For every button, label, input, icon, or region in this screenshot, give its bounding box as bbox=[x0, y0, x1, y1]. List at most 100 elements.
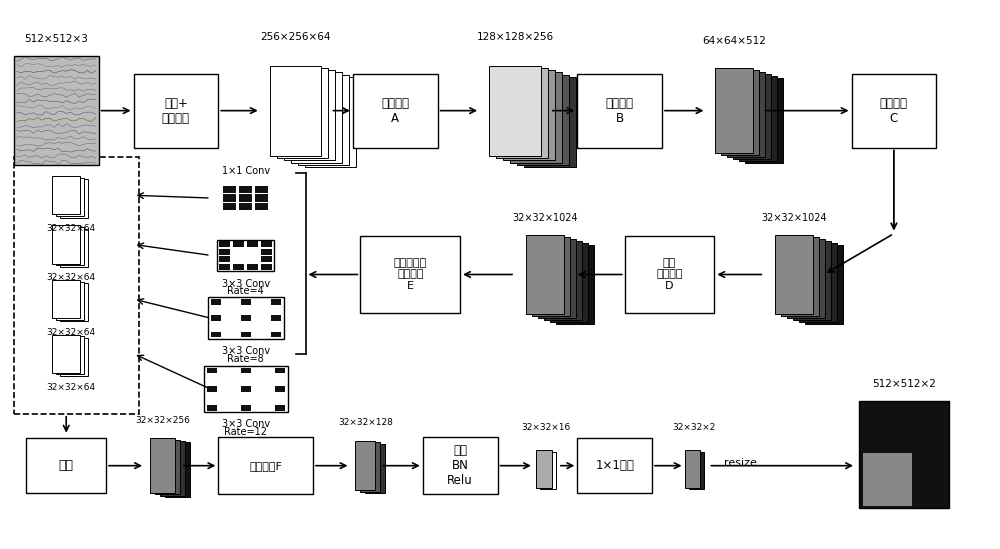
Text: Rate=12: Rate=12 bbox=[224, 427, 267, 437]
Text: 1×1卷积: 1×1卷积 bbox=[595, 459, 634, 472]
Text: 512×512×3: 512×512×3 bbox=[24, 34, 88, 44]
FancyBboxPatch shape bbox=[56, 282, 84, 320]
FancyBboxPatch shape bbox=[305, 77, 356, 167]
Bar bbox=[275, 368, 285, 373]
FancyBboxPatch shape bbox=[218, 437, 313, 494]
Bar bbox=[241, 332, 251, 337]
FancyBboxPatch shape bbox=[160, 441, 185, 496]
Text: 卷积
BN
Relu: 卷积 BN Relu bbox=[447, 444, 473, 487]
Text: 残差模块
C: 残差模块 C bbox=[880, 97, 908, 125]
Text: 3×3 Conv: 3×3 Conv bbox=[222, 346, 270, 356]
Bar bbox=[207, 405, 217, 411]
Text: 卷积+
最大池化: 卷积+ 最大池化 bbox=[162, 97, 190, 125]
Bar bbox=[208, 298, 284, 339]
FancyBboxPatch shape bbox=[60, 228, 88, 267]
FancyBboxPatch shape bbox=[685, 450, 700, 488]
FancyBboxPatch shape bbox=[155, 440, 180, 494]
Bar bbox=[211, 332, 221, 337]
Bar bbox=[241, 405, 251, 411]
FancyBboxPatch shape bbox=[60, 180, 88, 218]
FancyBboxPatch shape bbox=[538, 239, 576, 318]
Text: Rate=8: Rate=8 bbox=[227, 354, 264, 363]
FancyBboxPatch shape bbox=[799, 243, 837, 322]
FancyBboxPatch shape bbox=[510, 72, 562, 163]
FancyBboxPatch shape bbox=[360, 236, 460, 313]
Text: 残差模块F: 残差模块F bbox=[249, 461, 282, 470]
FancyBboxPatch shape bbox=[56, 178, 84, 216]
FancyBboxPatch shape bbox=[526, 235, 564, 314]
Bar bbox=[241, 368, 251, 373]
Text: 多尺度空洞
卷积模块
E: 多尺度空洞 卷积模块 E bbox=[394, 258, 427, 291]
Bar bbox=[223, 203, 236, 210]
FancyBboxPatch shape bbox=[277, 68, 328, 158]
Bar bbox=[255, 194, 268, 201]
Text: 合并: 合并 bbox=[59, 459, 74, 472]
FancyBboxPatch shape bbox=[503, 70, 555, 160]
FancyBboxPatch shape bbox=[689, 452, 704, 489]
FancyBboxPatch shape bbox=[60, 338, 88, 376]
Bar bbox=[233, 264, 244, 270]
Text: 残差模块
A: 残差模块 A bbox=[381, 97, 409, 125]
FancyBboxPatch shape bbox=[52, 225, 80, 264]
Bar bbox=[241, 299, 251, 305]
Bar bbox=[275, 405, 285, 411]
Bar bbox=[211, 316, 221, 321]
FancyBboxPatch shape bbox=[625, 236, 714, 313]
FancyBboxPatch shape bbox=[517, 75, 569, 165]
FancyBboxPatch shape bbox=[859, 401, 949, 508]
FancyBboxPatch shape bbox=[496, 68, 548, 158]
FancyBboxPatch shape bbox=[863, 452, 912, 506]
FancyBboxPatch shape bbox=[26, 438, 106, 493]
Bar bbox=[219, 264, 230, 270]
FancyBboxPatch shape bbox=[134, 74, 218, 148]
Bar bbox=[241, 386, 251, 392]
Text: 32×32×64: 32×32×64 bbox=[47, 273, 96, 282]
Bar bbox=[204, 366, 288, 412]
Bar bbox=[223, 194, 236, 201]
Bar bbox=[275, 386, 285, 392]
Text: Rate=4: Rate=4 bbox=[227, 286, 264, 296]
FancyBboxPatch shape bbox=[60, 283, 88, 322]
FancyBboxPatch shape bbox=[540, 452, 556, 489]
Bar bbox=[247, 264, 258, 270]
Text: 1×1 Conv: 1×1 Conv bbox=[222, 166, 270, 176]
Bar bbox=[255, 203, 268, 210]
FancyBboxPatch shape bbox=[165, 442, 190, 497]
Bar bbox=[271, 299, 281, 305]
Bar bbox=[239, 194, 252, 201]
FancyBboxPatch shape bbox=[793, 241, 831, 320]
FancyBboxPatch shape bbox=[524, 77, 576, 167]
FancyBboxPatch shape bbox=[52, 334, 80, 373]
FancyBboxPatch shape bbox=[544, 241, 582, 320]
FancyBboxPatch shape bbox=[56, 336, 84, 374]
Text: 512×512×2: 512×512×2 bbox=[872, 379, 936, 389]
FancyBboxPatch shape bbox=[787, 239, 825, 318]
Text: 32×32×256: 32×32×256 bbox=[136, 416, 190, 425]
Bar bbox=[239, 186, 252, 193]
Bar bbox=[261, 256, 272, 262]
FancyBboxPatch shape bbox=[577, 438, 652, 493]
Text: 32×32×1024: 32×32×1024 bbox=[512, 213, 578, 223]
Bar bbox=[261, 264, 272, 270]
Bar bbox=[247, 241, 258, 247]
Bar bbox=[207, 386, 217, 392]
FancyBboxPatch shape bbox=[52, 176, 80, 215]
Text: 3×3 Conv: 3×3 Conv bbox=[222, 419, 270, 429]
Bar bbox=[233, 241, 244, 247]
Text: 残差模块
B: 残差模块 B bbox=[606, 97, 634, 125]
Bar bbox=[219, 241, 230, 247]
FancyBboxPatch shape bbox=[715, 68, 753, 153]
Bar bbox=[239, 203, 252, 210]
Text: 3×3 Conv: 3×3 Conv bbox=[222, 278, 270, 289]
FancyBboxPatch shape bbox=[150, 438, 175, 493]
FancyBboxPatch shape bbox=[353, 74, 438, 148]
FancyBboxPatch shape bbox=[355, 441, 375, 490]
FancyBboxPatch shape bbox=[739, 76, 777, 161]
Bar bbox=[261, 241, 272, 247]
FancyBboxPatch shape bbox=[291, 72, 342, 163]
FancyBboxPatch shape bbox=[532, 237, 570, 316]
FancyBboxPatch shape bbox=[56, 227, 84, 265]
Text: 32×32×64: 32×32×64 bbox=[47, 328, 96, 337]
Bar bbox=[261, 249, 272, 255]
Bar bbox=[217, 240, 274, 271]
